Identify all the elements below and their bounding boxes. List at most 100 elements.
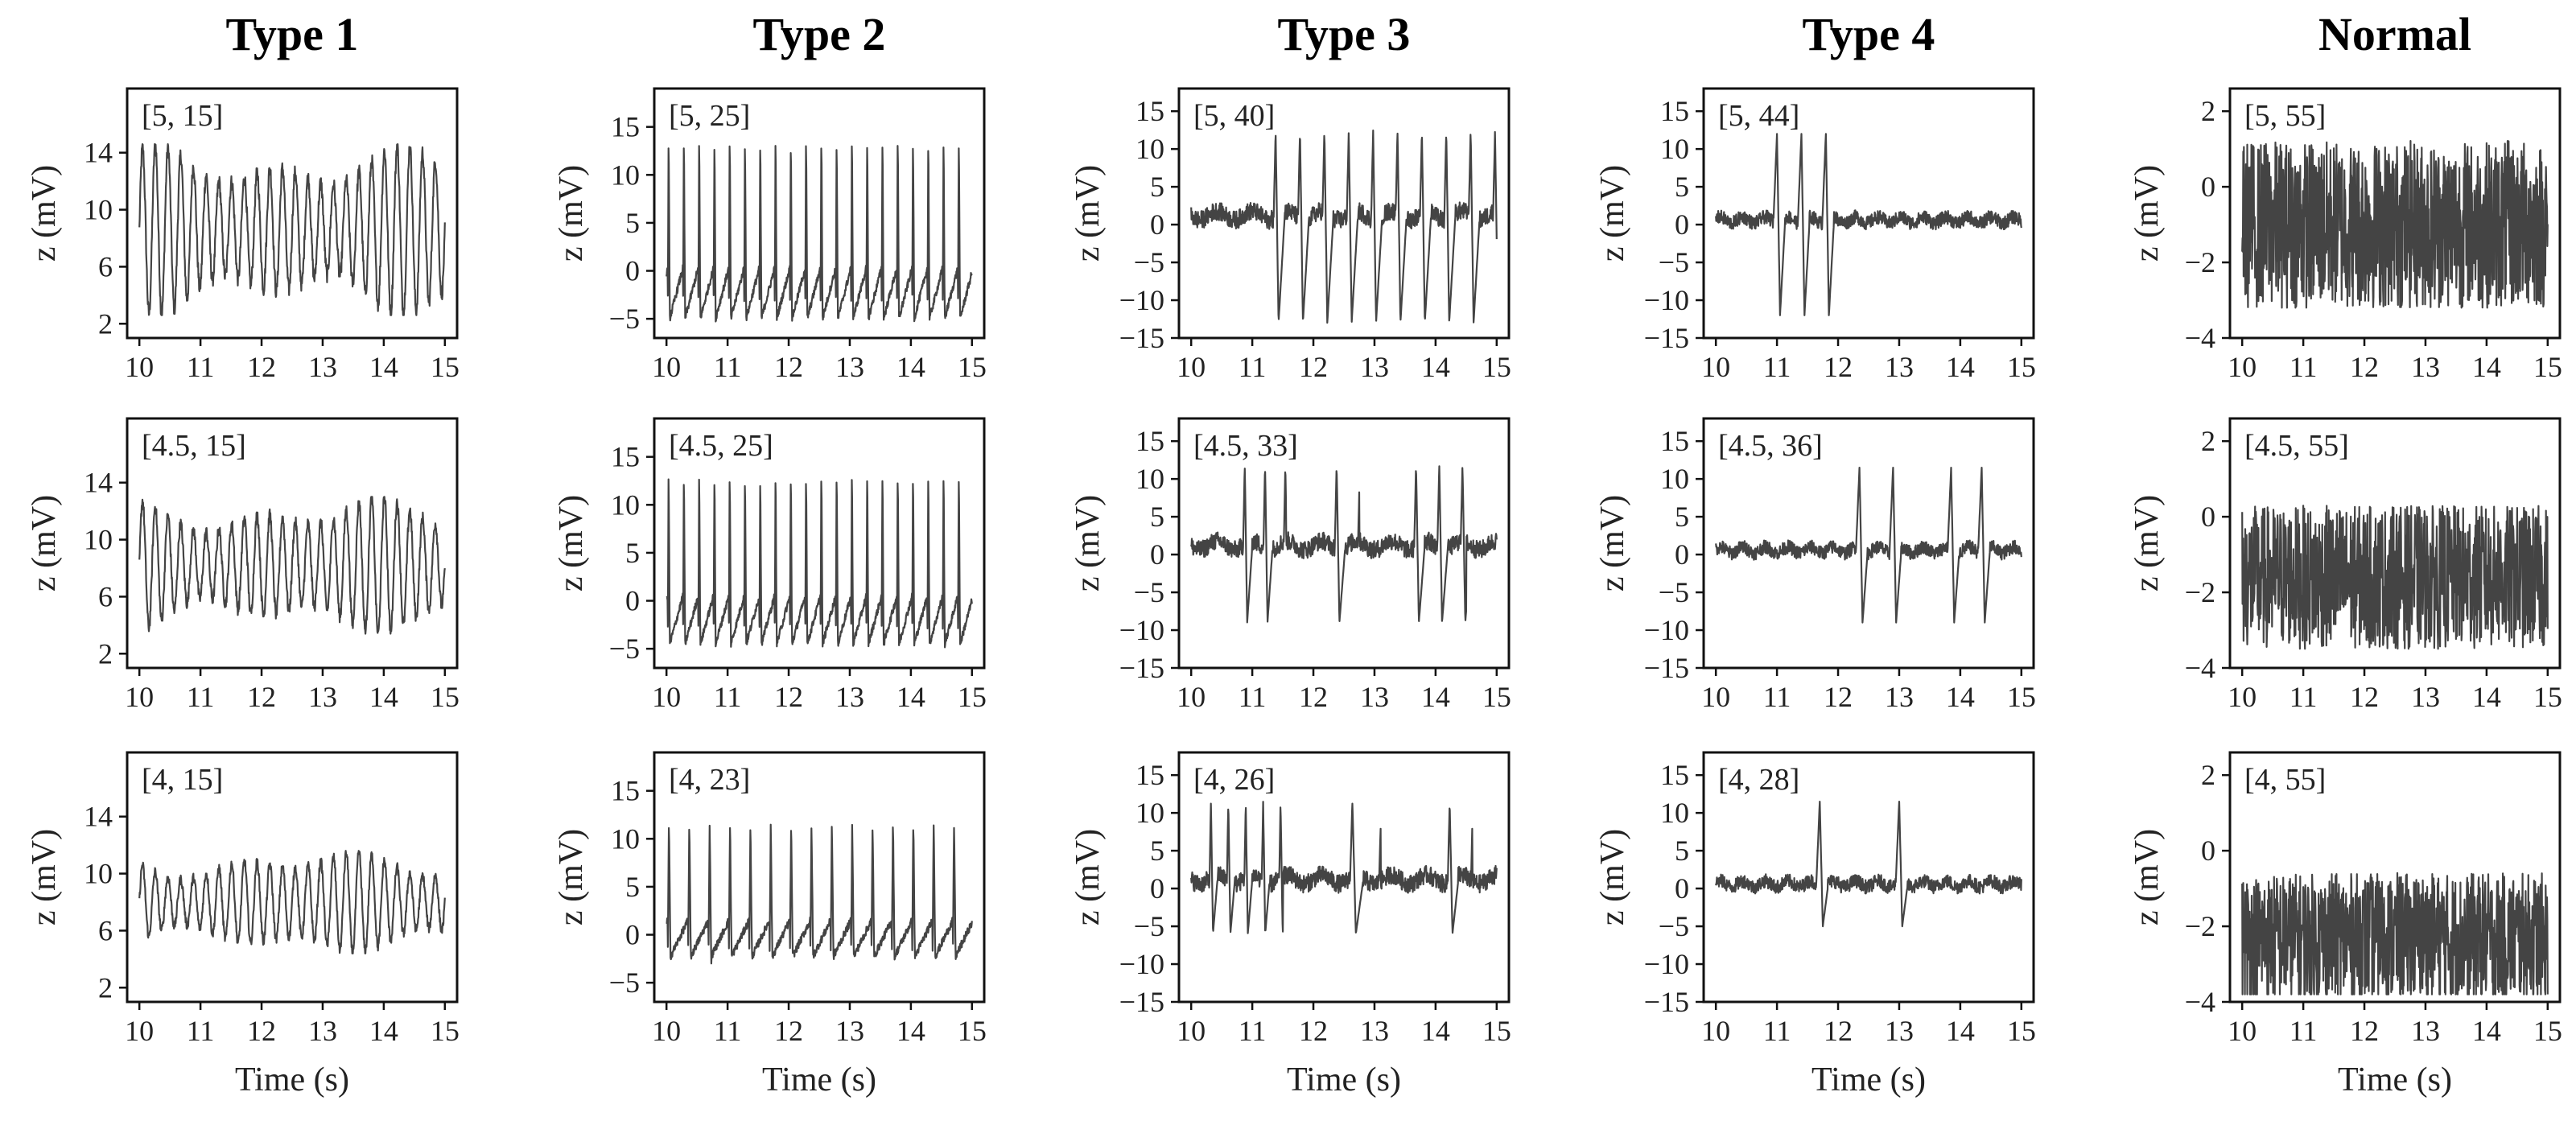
x-tick-label: 15 <box>1482 351 1511 383</box>
axes-frame <box>126 417 459 670</box>
x-tick-label: 15 <box>431 681 460 713</box>
x-tick-label: 10 <box>2228 1015 2257 1047</box>
y-tick-label: −15 <box>1119 322 1164 354</box>
parameter-annotation: [4.5, 55] <box>2244 429 2349 463</box>
signal-trace <box>1715 467 2022 624</box>
y-axis-label: z (mV) <box>553 829 590 925</box>
x-tick-label: 12 <box>1299 1015 1328 1047</box>
signal-trace <box>2241 872 2549 995</box>
x-tick-label: 10 <box>652 681 681 713</box>
x-tick-label: 12 <box>1299 351 1328 383</box>
panel-col5-row3: [4, 55] −4 −2 0 2 10 11 12 13 14 15 z (mV) Time (s) <box>2129 751 2562 1098</box>
y-tick-label: 0 <box>625 255 640 287</box>
panel-col1-row2: [4.5, 15] 2 6 10 14 10 11 12 13 14 15 z (mV) <box>26 417 460 713</box>
y-tick-label: 0 <box>1675 538 1689 571</box>
parameter-annotation: [4, 55] <box>2244 763 2326 797</box>
panel-col4-row2: [4.5, 36] −15 −10 −5 0 5 10 15 10 11 12 13 14 15 z (mV… <box>1594 417 2036 713</box>
parameter-annotation: [4, 23] <box>669 763 750 797</box>
y-axis-label: z (mV) <box>553 495 590 591</box>
x-axis-label: Time (s) <box>762 1061 876 1098</box>
x-tick-label: 14 <box>2472 351 2501 383</box>
x-tick-label: 12 <box>247 1015 276 1047</box>
y-tick-label: −2 <box>2185 246 2215 278</box>
parameter-annotation: [4, 15] <box>142 763 223 797</box>
x-tick-label: 13 <box>835 1015 864 1047</box>
signal-trace <box>1190 465 1498 624</box>
y-axis-label: z (mV) <box>1594 165 1631 262</box>
y-tick-label: 5 <box>1150 501 1164 533</box>
panel-col2-row2: [4.5, 25] −5 0 5 10 15 10 11 12 13 14 15 z (mV) <box>553 417 987 713</box>
panel-col4-row3: [4, 28] −15 −10 −5 0 5 10 15 10 11 12 13 14 15 z (mV) T… <box>1594 751 2036 1098</box>
x-tick-label: 13 <box>2411 1015 2440 1047</box>
parameter-annotation: [4.5, 25] <box>669 429 773 463</box>
x-tick-label: 14 <box>1946 1015 1975 1047</box>
x-tick-label: 10 <box>1701 681 1730 713</box>
y-tick-label: 0 <box>2201 501 2215 533</box>
y-tick-label: −5 <box>609 633 640 665</box>
axes-frame <box>1177 87 1511 340</box>
y-tick-label: 5 <box>1150 171 1164 203</box>
y-tick-label: 5 <box>625 537 640 569</box>
x-tick-label: 14 <box>896 351 925 383</box>
x-tick-label: 11 <box>187 681 215 713</box>
y-axis-label: z (mV) <box>1070 495 1107 591</box>
signal-trace <box>2241 505 2549 650</box>
y-axis-label: z (mV) <box>1594 495 1631 591</box>
y-tick-label: 14 <box>84 467 113 499</box>
x-tick-label: 11 <box>1763 681 1791 713</box>
panel-col1-row1: [5, 15] 2 6 10 14 10 11 12 13 14 15 z (mV) <box>26 87 460 383</box>
y-tick-label: 15 <box>611 775 640 807</box>
y-tick-label: 10 <box>84 194 113 226</box>
signal-trace <box>1190 130 1498 324</box>
y-tick-label: −5 <box>609 303 640 335</box>
y-tick-label: −10 <box>1119 614 1164 646</box>
x-axis-label: Time (s) <box>1811 1061 1926 1098</box>
x-tick-label: 11 <box>714 681 742 713</box>
axes-frame <box>1702 417 2035 670</box>
x-tick-label: 11 <box>714 351 742 383</box>
x-tick-label: 15 <box>958 1015 987 1047</box>
y-tick-label: −5 <box>1659 246 1689 278</box>
x-tick-label: 10 <box>2228 351 2257 383</box>
y-tick-label: 5 <box>1150 835 1164 867</box>
panel-col2-row3: [4, 23] −5 0 5 10 15 10 11 12 13 14 15 z (mV) Time (s… <box>553 751 987 1098</box>
x-tick-label: 13 <box>1885 1015 1914 1047</box>
x-tick-label: 15 <box>1482 681 1511 713</box>
parameter-annotation: [4.5, 36] <box>1718 429 1823 463</box>
y-tick-label: 2 <box>2201 759 2215 791</box>
y-tick-label: −4 <box>2185 986 2215 1018</box>
y-tick-label: 10 <box>611 488 640 521</box>
y-axis-label: z (mV) <box>2129 829 2166 925</box>
x-tick-label: 12 <box>1299 681 1328 713</box>
x-tick-label: 15 <box>2007 351 2036 383</box>
x-tick-label: 10 <box>125 351 154 383</box>
x-tick-label: 15 <box>2533 681 2562 713</box>
parameter-annotation: [4, 26] <box>1193 763 1275 797</box>
x-tick-label: 14 <box>1421 681 1450 713</box>
y-tick-label: 0 <box>1675 872 1689 905</box>
x-tick-label: 14 <box>1946 681 1975 713</box>
y-tick-label: −15 <box>1644 322 1689 354</box>
x-tick-label: 11 <box>187 351 215 383</box>
x-tick-label: 13 <box>308 1015 337 1047</box>
y-tick-label: 6 <box>98 914 113 946</box>
y-tick-label: −10 <box>1119 284 1164 316</box>
axes-frame <box>126 751 459 1004</box>
y-tick-label: −5 <box>1134 910 1164 942</box>
y-tick-label: −15 <box>1644 652 1689 684</box>
column-title-3: Type 3 <box>1278 8 1411 60</box>
y-tick-label: −2 <box>2185 910 2215 942</box>
y-tick-label: 2 <box>2201 425 2215 457</box>
x-tick-label: 12 <box>247 351 276 383</box>
axes-frame <box>1702 87 2035 340</box>
column-title-2: Type 2 <box>753 8 886 60</box>
y-axis-label: z (mV) <box>26 495 63 591</box>
x-tick-label: 14 <box>1421 1015 1450 1047</box>
signal-trace <box>138 850 446 954</box>
y-tick-label: 15 <box>1660 425 1689 457</box>
x-tick-label: 14 <box>2472 1015 2501 1047</box>
signal-trace <box>1715 133 2022 316</box>
y-tick-label: 15 <box>1660 759 1689 791</box>
y-tick-label: −4 <box>2185 322 2215 354</box>
y-tick-label: 10 <box>1660 133 1689 165</box>
